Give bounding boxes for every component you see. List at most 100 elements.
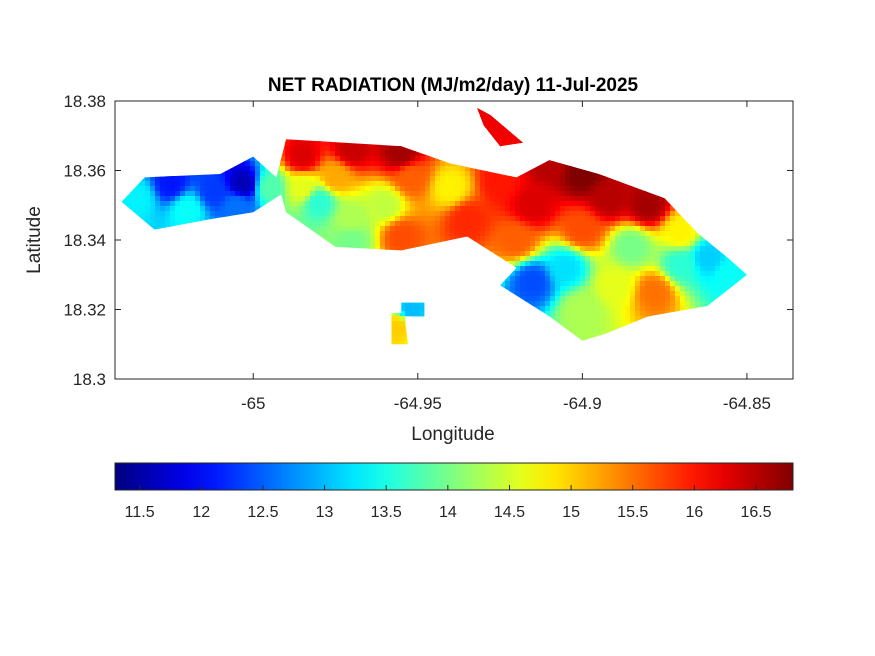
heat-cell xyxy=(195,191,201,197)
heat-cell xyxy=(455,166,461,172)
heat-cell xyxy=(235,181,241,187)
heat-cell xyxy=(400,231,406,237)
heat-cell xyxy=(590,266,596,272)
heat-cell xyxy=(395,161,401,167)
heat-cell xyxy=(130,196,136,202)
heat-cell xyxy=(300,181,306,187)
heat-cell xyxy=(590,231,596,237)
heat-cell xyxy=(730,266,736,272)
heat-cell xyxy=(665,201,671,207)
heat-cell xyxy=(400,151,406,157)
heat-cell xyxy=(335,211,341,217)
heat-cell xyxy=(565,186,571,192)
heat-cell xyxy=(510,256,516,262)
heat-cell xyxy=(355,161,361,167)
heat-cell xyxy=(515,231,521,237)
heat-cell xyxy=(205,206,211,212)
heat-cell xyxy=(340,211,346,217)
heat-cell xyxy=(210,206,216,212)
heat-cell xyxy=(245,176,251,182)
heat-cell xyxy=(360,226,366,232)
heat-cell xyxy=(600,221,606,227)
heat-cell xyxy=(330,146,336,152)
heat-cell xyxy=(470,201,476,207)
heat-cell xyxy=(525,281,531,287)
heat-cell xyxy=(600,276,606,282)
heat-cell xyxy=(550,171,556,177)
heat-cell xyxy=(660,216,666,222)
heat-cell xyxy=(375,151,381,157)
heat-cell xyxy=(415,241,421,247)
heat-cell xyxy=(585,196,591,202)
heat-cell xyxy=(220,171,226,177)
heat-cell xyxy=(410,216,416,222)
heat-cell xyxy=(580,176,586,182)
heat-cell xyxy=(685,251,691,257)
heat-cell xyxy=(325,231,331,237)
heat-cell xyxy=(400,161,406,167)
heat-cell xyxy=(180,176,186,182)
heat-cell xyxy=(385,226,391,232)
heat-cell xyxy=(570,186,576,192)
heat-cell xyxy=(655,266,661,272)
heat-cell xyxy=(435,201,441,207)
heat-cell xyxy=(195,186,201,192)
heat-cell xyxy=(480,236,486,242)
heat-cell xyxy=(540,226,546,232)
heat-cell xyxy=(475,171,481,177)
heat-cell xyxy=(235,171,241,177)
heat-cell xyxy=(545,251,551,257)
heat-cell xyxy=(450,221,456,227)
heat-cell xyxy=(390,196,396,202)
heat-cell xyxy=(610,206,616,212)
heat-cell xyxy=(185,216,191,222)
heat-cell xyxy=(625,241,631,247)
heat-cell xyxy=(495,221,501,227)
heat-cell xyxy=(360,156,366,162)
heat-cell xyxy=(625,246,631,252)
heat-cell xyxy=(445,166,451,172)
heat-cell xyxy=(455,216,461,222)
heat-cell xyxy=(560,226,566,232)
heat-cell xyxy=(610,241,616,247)
heat-cell xyxy=(325,201,331,207)
heat-cell xyxy=(610,251,616,257)
heat-cell xyxy=(570,181,576,187)
heat-cell xyxy=(615,186,621,192)
heat-cell xyxy=(680,226,686,232)
heat-cell xyxy=(610,196,616,202)
heat-cell xyxy=(555,236,561,242)
heat-cell xyxy=(350,181,356,187)
heat-cell xyxy=(150,206,156,212)
heat-cell xyxy=(230,181,236,187)
heat-cell xyxy=(305,161,311,167)
heat-cell xyxy=(480,216,486,222)
heat-cell xyxy=(370,216,376,222)
heat-cell xyxy=(290,161,296,167)
heat-cell xyxy=(555,266,561,272)
heat-cell xyxy=(505,131,511,137)
heat-cell xyxy=(200,206,206,212)
heat-cell xyxy=(385,166,391,172)
heat-cell xyxy=(395,196,401,202)
heat-cell xyxy=(495,226,501,232)
heat-cell xyxy=(530,226,536,232)
heat-cell xyxy=(640,206,646,212)
heat-cell xyxy=(295,156,301,162)
heat-cell xyxy=(255,176,261,182)
heat-cell xyxy=(660,261,666,267)
heat-cell xyxy=(600,241,606,247)
heat-cell xyxy=(535,231,541,237)
heat-cell xyxy=(700,246,706,252)
heat-cell xyxy=(460,186,466,192)
heat-cell xyxy=(530,181,536,187)
heat-cell xyxy=(330,206,336,212)
heat-cell xyxy=(465,181,471,187)
heat-cell xyxy=(155,186,161,192)
heat-cell xyxy=(590,246,596,252)
heat-cell xyxy=(675,211,681,217)
heat-cell xyxy=(625,251,631,257)
heat-cell xyxy=(500,211,506,217)
heat-cell xyxy=(715,276,721,282)
heat-cell xyxy=(570,166,576,172)
